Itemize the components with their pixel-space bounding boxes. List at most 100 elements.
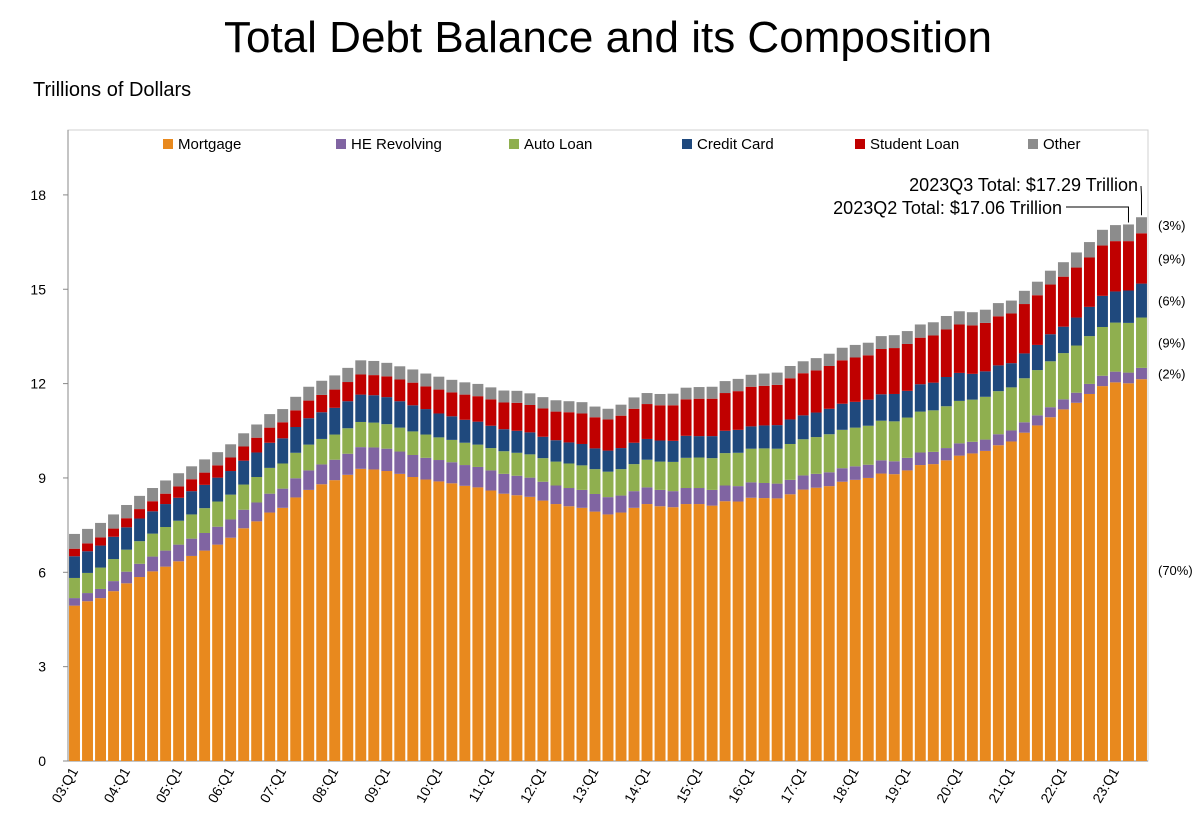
bar-segment	[1018, 353, 1030, 379]
bar-segment	[979, 322, 991, 372]
bar-segment	[524, 454, 536, 478]
bar-segment	[940, 460, 952, 761]
bar-segment	[940, 329, 952, 377]
bar-segment	[654, 440, 666, 462]
bar-segment	[1136, 233, 1147, 284]
bar-segment	[862, 425, 874, 465]
bar-segment	[121, 549, 133, 572]
bar-segment	[303, 400, 315, 419]
x-tick-label: 18:Q1	[829, 764, 862, 805]
bar-segment	[784, 443, 796, 480]
bar-segment	[810, 412, 822, 438]
bar-segment	[238, 509, 250, 529]
bar-segment	[784, 365, 796, 379]
bar-segment	[1057, 353, 1069, 400]
bar-segment	[1123, 241, 1134, 291]
bar-segment	[576, 413, 588, 444]
bar-segment	[160, 480, 172, 494]
bar-segment	[147, 533, 159, 557]
share-label: (70%)	[1158, 563, 1193, 578]
bar-segment	[472, 466, 484, 488]
bar-segment	[966, 441, 978, 454]
legend-swatch	[855, 139, 865, 149]
bar-segment	[615, 469, 627, 496]
bar-segment	[693, 488, 705, 505]
bar-segment	[914, 465, 926, 761]
bar-segment	[836, 468, 848, 482]
bar-segment	[823, 486, 835, 761]
legend-swatch	[163, 139, 173, 149]
bar-segment	[459, 394, 471, 420]
bar-segment	[1096, 229, 1108, 246]
bar-segment	[836, 360, 848, 404]
bar-segment	[771, 384, 783, 426]
bar-segment	[524, 496, 536, 761]
bar-segment	[69, 577, 80, 599]
bar-segment	[1031, 370, 1043, 416]
bar-segment	[875, 394, 887, 421]
bar-segment	[342, 474, 354, 761]
bar-segment	[667, 461, 679, 492]
bar-segment	[381, 362, 393, 377]
bar-segment	[563, 442, 575, 464]
bar-segment	[537, 500, 549, 761]
bar-segment	[329, 389, 341, 408]
bar-segment	[1110, 322, 1121, 372]
bar-segment	[303, 470, 315, 490]
bar-segment	[498, 390, 510, 403]
bar-segment	[368, 447, 380, 470]
bar-segment	[472, 383, 484, 397]
bar-segment	[394, 427, 406, 452]
bar-segment	[225, 494, 237, 520]
bar-segment	[342, 382, 354, 402]
bar-segment	[537, 481, 549, 501]
bar-segment	[303, 489, 315, 761]
bar-segment	[927, 410, 939, 452]
bar-segment	[199, 508, 211, 533]
bar-segment	[693, 436, 705, 458]
bar-segment	[1005, 313, 1017, 364]
bar-segment	[758, 373, 770, 386]
bar-segment	[108, 581, 120, 592]
bar-segment	[1096, 245, 1108, 296]
bar-segment	[485, 448, 497, 471]
bar-segment	[303, 386, 315, 401]
bar-segment	[95, 588, 106, 599]
bar-segment	[758, 498, 770, 761]
bar-segment	[1044, 407, 1056, 418]
bar-segment	[485, 425, 497, 449]
bar-segment	[732, 486, 744, 502]
bar-segment	[576, 443, 588, 466]
legend-swatch	[336, 139, 346, 149]
bar-segment	[628, 507, 640, 761]
bar-segment	[316, 484, 328, 761]
bar-segment	[1110, 382, 1121, 761]
bar-segment	[732, 501, 744, 761]
bar-segment	[472, 396, 484, 422]
bar-segment	[576, 402, 588, 414]
y-tick-label: 15	[30, 281, 46, 297]
bar-segment	[992, 445, 1004, 761]
bar-segment	[784, 494, 796, 761]
bar-segment	[953, 311, 965, 325]
bar-segment	[1110, 371, 1121, 383]
legend-label: Credit Card	[697, 136, 774, 153]
bar-segment	[979, 396, 991, 440]
bar-segment	[251, 502, 263, 522]
bar-segment	[147, 511, 159, 534]
bar-segment	[95, 545, 106, 568]
bar-segment	[212, 452, 224, 466]
bar-segment	[511, 430, 523, 453]
bar-segment	[771, 425, 783, 449]
bar-segment	[992, 391, 1004, 435]
bar-segment	[966, 312, 978, 326]
bar-segment	[563, 488, 575, 507]
bar-segment	[914, 411, 926, 453]
legend-swatch	[682, 139, 692, 149]
bar-segment	[784, 419, 796, 444]
bar-segment	[810, 473, 822, 488]
bar-segment	[979, 439, 991, 451]
bar-segment	[1018, 290, 1030, 305]
bar-segment	[849, 427, 861, 467]
